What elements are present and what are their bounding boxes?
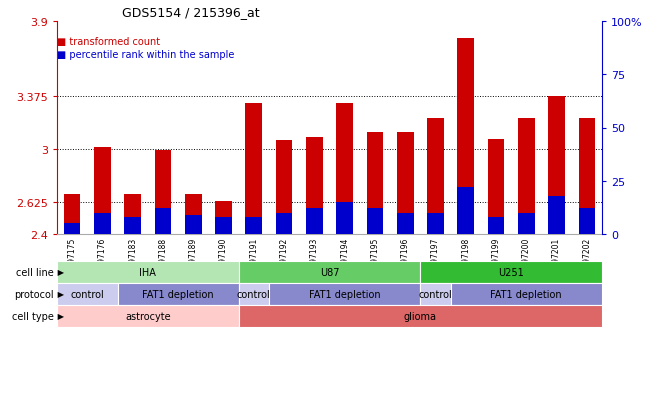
Bar: [239, 261, 421, 283]
Bar: [427, 118, 444, 235]
Bar: [215, 201, 232, 235]
Text: cell type: cell type: [12, 311, 54, 321]
Text: GDS5154 / 215396_at: GDS5154 / 215396_at: [122, 7, 260, 19]
Text: cell line: cell line: [16, 267, 54, 277]
Bar: [155, 151, 171, 235]
Bar: [488, 217, 505, 235]
Bar: [306, 138, 323, 235]
Bar: [239, 305, 602, 327]
Bar: [579, 118, 595, 235]
Bar: [450, 283, 602, 305]
Text: control: control: [237, 289, 271, 299]
Bar: [397, 213, 413, 235]
Text: ■ percentile rank within the sample: ■ percentile rank within the sample: [57, 50, 234, 60]
Bar: [94, 213, 111, 235]
Bar: [57, 261, 239, 283]
Text: control: control: [70, 289, 104, 299]
Bar: [337, 202, 353, 235]
Text: IHA: IHA: [139, 267, 156, 277]
Bar: [421, 261, 602, 283]
Bar: [458, 39, 474, 235]
Bar: [64, 195, 81, 235]
Text: protocol: protocol: [14, 289, 54, 299]
Text: FAT1 depletion: FAT1 depletion: [143, 289, 214, 299]
Text: ■ transformed count: ■ transformed count: [57, 37, 160, 47]
Bar: [57, 283, 118, 305]
Bar: [57, 305, 239, 327]
Bar: [239, 283, 269, 305]
Bar: [397, 133, 413, 235]
Bar: [64, 224, 81, 235]
Bar: [185, 215, 202, 235]
Text: control: control: [419, 289, 452, 299]
Bar: [306, 209, 323, 235]
Bar: [488, 140, 505, 235]
Text: U87: U87: [320, 267, 339, 277]
Bar: [94, 148, 111, 235]
Text: U251: U251: [498, 267, 524, 277]
Bar: [185, 195, 202, 235]
Text: FAT1 depletion: FAT1 depletion: [490, 289, 562, 299]
Bar: [367, 133, 383, 235]
Text: ▶: ▶: [55, 290, 64, 299]
Bar: [579, 209, 595, 235]
Bar: [245, 217, 262, 235]
Bar: [421, 283, 450, 305]
Bar: [337, 104, 353, 235]
Bar: [518, 118, 534, 235]
Text: ▶: ▶: [55, 268, 64, 277]
Bar: [118, 283, 239, 305]
Bar: [276, 141, 292, 235]
Bar: [124, 217, 141, 235]
Bar: [518, 213, 534, 235]
Bar: [367, 209, 383, 235]
Text: glioma: glioma: [404, 311, 437, 321]
Bar: [124, 195, 141, 235]
Bar: [245, 104, 262, 235]
Text: ▶: ▶: [55, 312, 64, 321]
Text: astrocyte: astrocyte: [125, 311, 171, 321]
Text: FAT1 depletion: FAT1 depletion: [309, 289, 380, 299]
Bar: [548, 196, 565, 235]
Bar: [155, 209, 171, 235]
Bar: [215, 217, 232, 235]
Bar: [276, 213, 292, 235]
Bar: [427, 213, 444, 235]
Bar: [458, 188, 474, 235]
Bar: [269, 283, 421, 305]
Bar: [548, 96, 565, 235]
